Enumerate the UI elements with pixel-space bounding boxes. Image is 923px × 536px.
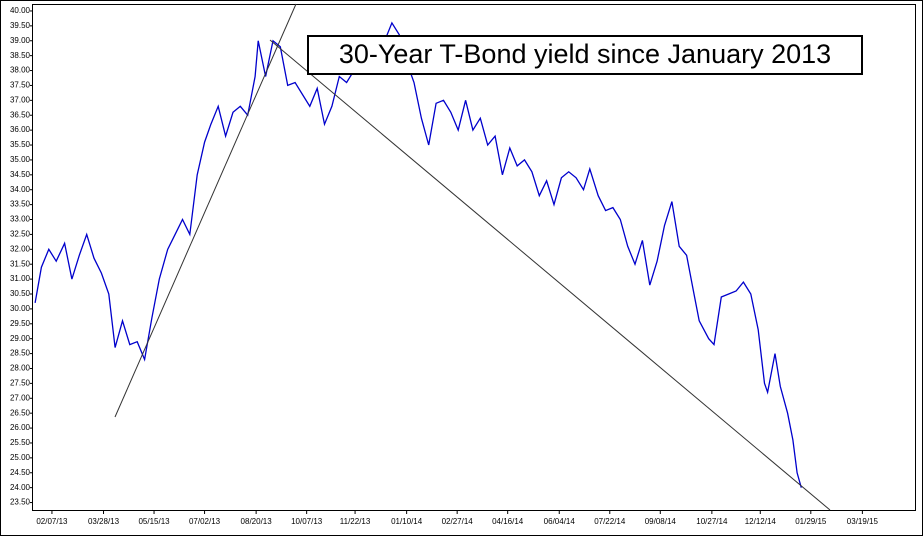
x-tick-label: 03/28/13 xyxy=(88,517,120,526)
y-tick-label: 36.50 xyxy=(10,110,31,119)
y-tick-label: 38.50 xyxy=(10,51,31,60)
title-box xyxy=(307,35,863,75)
y-tick-label: 31.00 xyxy=(10,274,31,283)
y-tick-label: 26.00 xyxy=(10,423,31,432)
y-tick-label: 40.00 xyxy=(10,6,31,15)
x-tick-label: 01/10/14 xyxy=(391,517,423,526)
x-tick-label: 01/29/15 xyxy=(795,517,827,526)
x-tick-label: 11/22/13 xyxy=(340,517,371,526)
y-tick-label: 24.00 xyxy=(10,483,31,492)
x-tick-label: 03/19/15 xyxy=(847,517,879,526)
y-tick-label: 24.50 xyxy=(10,468,31,477)
x-tick-label: 07/02/13 xyxy=(189,517,221,526)
x-tick-label: 09/08/14 xyxy=(645,517,677,526)
x-tick-label: 12/12/14 xyxy=(745,517,777,526)
y-tick-label: 25.00 xyxy=(10,453,31,462)
y-tick-label: 39.00 xyxy=(10,36,31,45)
y-tick-label: 27.50 xyxy=(10,378,31,387)
y-tick-label: 27.00 xyxy=(10,393,31,402)
y-tick-label: 32.00 xyxy=(10,244,31,253)
y-tick-label: 31.50 xyxy=(10,259,31,268)
y-tick-label: 32.50 xyxy=(10,230,31,239)
y-tick-label: 25.50 xyxy=(10,438,31,447)
y-tick-label: 35.00 xyxy=(10,155,31,164)
trend-line xyxy=(269,39,831,511)
y-tick-label: 37.00 xyxy=(10,95,31,104)
x-tick-label: 04/16/14 xyxy=(492,517,524,526)
x-tick-label: 05/15/13 xyxy=(138,517,170,526)
y-tick-label: 28.00 xyxy=(10,364,31,373)
x-tick-label: 06/04/14 xyxy=(544,517,576,526)
y-tick-label: 34.50 xyxy=(10,170,31,179)
y-tick-label: 30.00 xyxy=(10,304,31,313)
x-tick-label: 07/22/14 xyxy=(594,517,626,526)
x-tick-label: 08/20/13 xyxy=(241,517,273,526)
x-tick-label: 02/27/14 xyxy=(442,517,474,526)
y-tick-label: 23.50 xyxy=(10,498,31,507)
chart-title: 30-Year T-Bond yield since January 2013 xyxy=(339,39,831,69)
y-tick-label: 30.50 xyxy=(10,289,31,298)
plot-area xyxy=(32,4,916,511)
y-tick-label: 26.50 xyxy=(10,408,31,417)
series-line xyxy=(34,21,802,488)
trend-line xyxy=(114,3,297,418)
y-tick-label: 38.00 xyxy=(10,66,31,75)
y-tick-label: 28.50 xyxy=(10,349,31,358)
y-tick-label: 35.50 xyxy=(10,140,31,149)
y-tick-label: 29.00 xyxy=(10,334,31,343)
x-tick-label: 10/07/13 xyxy=(291,517,323,526)
y-tick-label: 37.50 xyxy=(10,81,31,90)
y-tick-label: 33.00 xyxy=(10,215,31,224)
y-tick-label: 34.00 xyxy=(10,185,31,194)
y-tick-label: 29.50 xyxy=(10,319,31,328)
x-tick-label: 10/27/14 xyxy=(696,517,728,526)
x-tick-label: 02/07/13 xyxy=(36,517,68,526)
y-tick-label: 33.50 xyxy=(10,200,31,209)
y-tick-label: 36.00 xyxy=(10,125,31,134)
y-tick-label: 39.50 xyxy=(10,21,31,30)
